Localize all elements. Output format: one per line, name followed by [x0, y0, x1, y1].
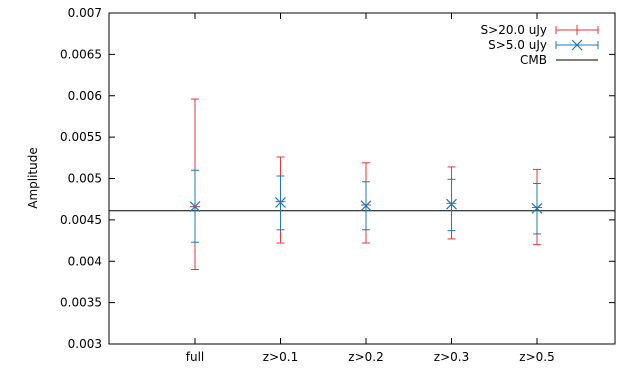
legend-entry-2: S>5.0 uJy	[488, 38, 599, 52]
legend-entry-3: CMB	[520, 53, 598, 67]
legend-cross-marker-diagonal	[571, 39, 583, 51]
y-tick-label: 0.004	[68, 254, 102, 268]
legend-entry-1: S>20.0 uJy	[481, 23, 599, 37]
legend-label: S>20.0 uJy	[481, 23, 547, 37]
x-tick-label: z>0.3	[434, 350, 469, 364]
y-axis-label: Amplitude	[26, 147, 40, 209]
y-tick-label: 0.0065	[60, 47, 102, 61]
x-tick-label: z>0.1	[263, 350, 298, 364]
cross-point-diagonal	[446, 198, 457, 210]
cross-point-diagonal	[275, 197, 286, 208]
series-layer	[189, 98, 543, 271]
y-tick-label: 0.006	[68, 89, 102, 103]
series-2	[189, 169, 543, 243]
x-tick-label: full	[186, 350, 205, 364]
y-tick-label: 0.0045	[60, 213, 102, 227]
y-tick-label: 0.0055	[60, 130, 102, 144]
y-tick-label: 0.003	[68, 337, 102, 351]
y-tick-label: 0.007	[68, 6, 102, 20]
y-tick-label: 0.0035	[60, 296, 102, 310]
x-tick-label: z>0.5	[519, 350, 554, 364]
legend-label: CMB	[520, 53, 547, 67]
legend-label: S>5.0 uJy	[488, 38, 547, 52]
cross-point-diagonal	[189, 201, 201, 213]
cross-point-diagonal	[531, 202, 543, 214]
axes: 0.003 0.0035 0.004 0.0045 0.005 0.0055 0.006 0.…	[60, 6, 616, 364]
x-tick-label: z>0.2	[348, 350, 383, 364]
y-tick-label: 0.005	[68, 172, 102, 186]
cross-point-diagonal	[360, 200, 372, 212]
